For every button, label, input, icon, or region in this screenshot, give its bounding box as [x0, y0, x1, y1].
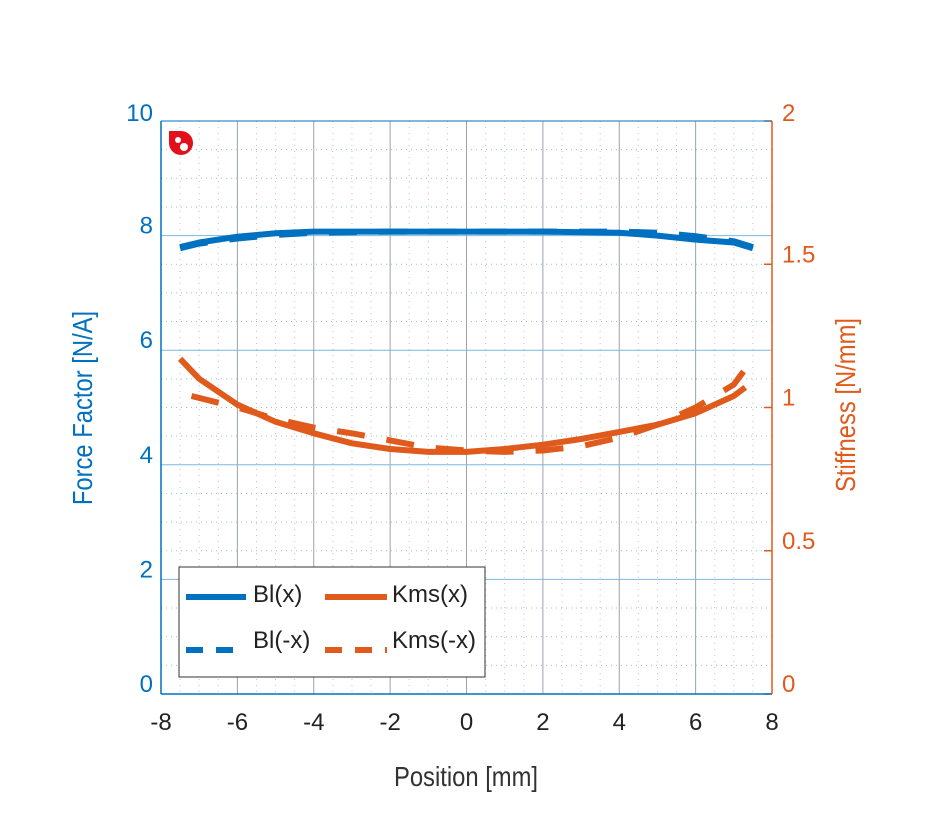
x-tick-label: -4 — [303, 709, 324, 736]
x-tick-label: -2 — [379, 709, 400, 736]
y-tick-label: 0 — [140, 671, 153, 698]
y2-tick-label: 2 — [782, 100, 795, 127]
y2-tick-label: 1 — [782, 385, 795, 412]
legend-label-bl-neg: Bl(-x) — [253, 627, 310, 654]
logo-icon — [169, 131, 193, 155]
y-tick-label: 2 — [140, 556, 153, 583]
series-line-kms-x — [190, 357, 756, 455]
y-tick-label: 8 — [140, 213, 153, 240]
legend-label-kms: Kms(x) — [392, 581, 468, 608]
x-tick-label: -8 — [150, 709, 171, 736]
y2-axis-label: Stiffness [N/mm] — [829, 318, 861, 492]
legend: Bl(x) Bl(-x) Kms(x) Kms(-x) — [178, 566, 486, 678]
legend-label-kms-neg: Kms(-x) — [392, 627, 476, 654]
series-line-bl-x — [179, 228, 754, 252]
x-tick-label: 4 — [613, 709, 626, 736]
y-tick-label: 6 — [140, 327, 153, 354]
x-tick-label: 0 — [460, 709, 473, 736]
x-tick-label: 2 — [536, 709, 549, 736]
x-axis-label: Position [mm] — [394, 760, 538, 792]
x-tick-label: -6 — [227, 709, 248, 736]
series-lines — [177, 228, 756, 455]
y2-tick-label: 0.5 — [782, 528, 815, 555]
y-tick-label: 4 — [140, 442, 153, 469]
legend-label-bl: Bl(x) — [253, 581, 302, 608]
y2-tick-label: 0 — [782, 671, 795, 698]
y-axis-label: Force Factor [N/A] — [66, 311, 98, 505]
x-tick-label: 6 — [689, 709, 702, 736]
x-tick-label: 8 — [765, 709, 778, 736]
y-tick-label: 10 — [126, 100, 153, 127]
y2-tick-label: 1.5 — [782, 241, 815, 268]
series-line-kms-x — [177, 356, 748, 455]
